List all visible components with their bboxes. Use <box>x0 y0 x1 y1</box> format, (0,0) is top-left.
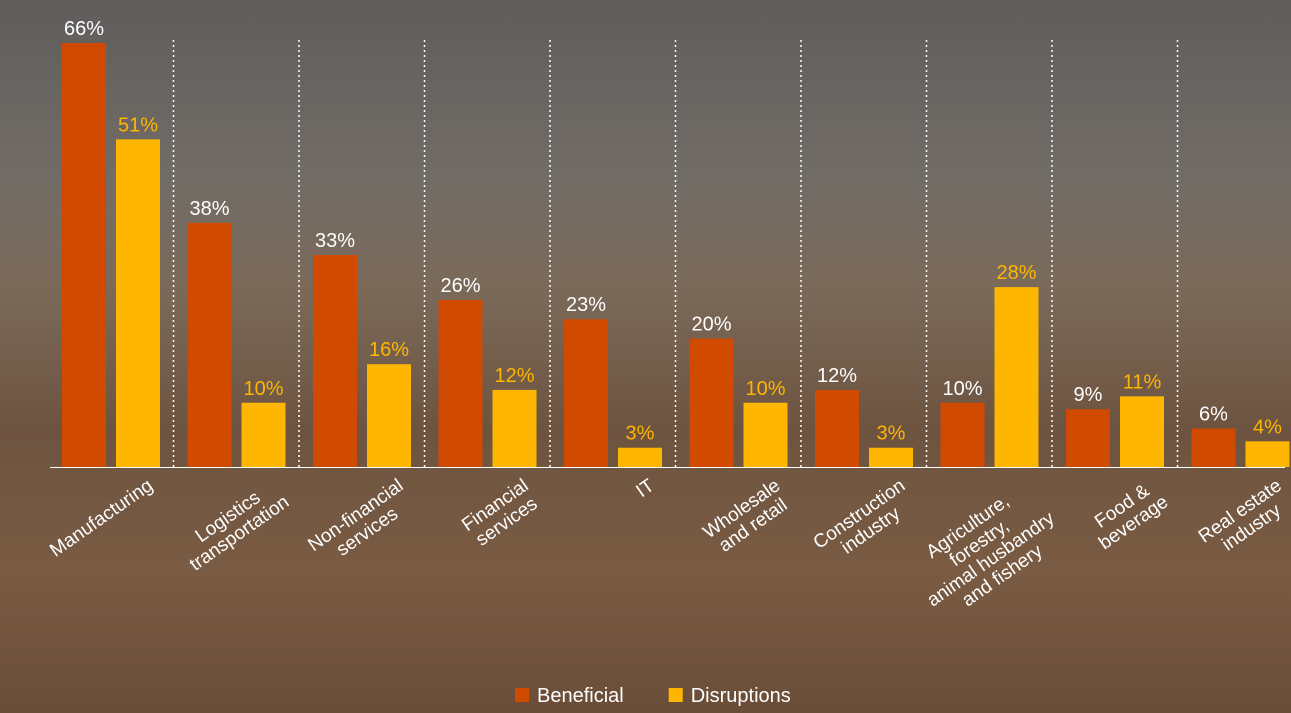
value-label: 16% <box>369 339 409 361</box>
value-label: 26% <box>440 275 480 297</box>
bar <box>241 402 286 467</box>
value-label: 12% <box>494 365 534 387</box>
value-label: 3% <box>877 423 906 445</box>
value-label: 6% <box>1199 403 1228 425</box>
bar <box>815 389 859 467</box>
value-label: 10% <box>745 378 785 400</box>
value-label: 20% <box>691 314 731 336</box>
value-label: 51% <box>118 114 158 136</box>
bar <box>187 222 232 467</box>
value-label: 23% <box>566 294 606 316</box>
value-label: 33% <box>315 230 355 252</box>
bar <box>1120 396 1164 467</box>
value-label: 66% <box>64 18 104 40</box>
value-label: 28% <box>996 262 1036 284</box>
bar <box>62 43 106 467</box>
bar <box>492 389 537 467</box>
legend-label: Beneficial <box>537 685 624 707</box>
value-label: 10% <box>942 378 982 400</box>
bar <box>313 255 357 467</box>
value-label: 9% <box>1074 384 1103 406</box>
bar <box>743 402 788 467</box>
bar <box>940 402 985 467</box>
value-label: 4% <box>1253 416 1282 438</box>
bar <box>1245 441 1290 467</box>
bar <box>689 338 734 467</box>
bar <box>1191 428 1236 467</box>
legend-swatch <box>515 688 529 702</box>
bar <box>618 447 662 467</box>
legend-swatch <box>668 688 683 702</box>
bar <box>564 319 608 467</box>
value-label: 38% <box>189 198 229 220</box>
value-label: 10% <box>243 378 283 400</box>
value-label: 12% <box>817 365 857 387</box>
value-label: 3% <box>626 423 655 445</box>
bar <box>367 364 411 467</box>
value-label: 11% <box>1123 371 1162 393</box>
legend-label: Disruptions <box>691 685 791 707</box>
bar <box>994 287 1039 467</box>
bar <box>1066 409 1110 467</box>
bar <box>438 299 483 467</box>
bar <box>116 139 160 467</box>
bar <box>869 447 913 467</box>
